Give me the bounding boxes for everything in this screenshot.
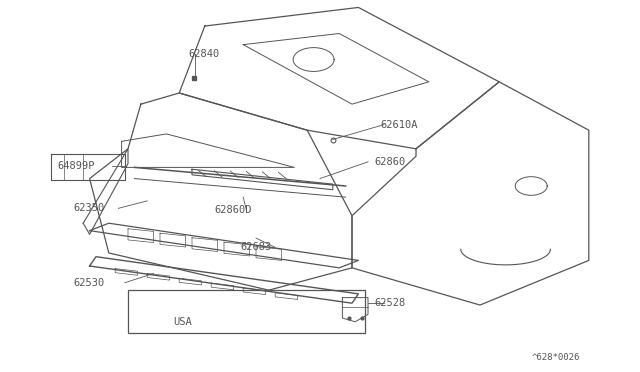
Text: 62683: 62683 — [240, 243, 271, 252]
Text: 62610A: 62610A — [381, 120, 419, 129]
Text: 62350: 62350 — [74, 203, 105, 213]
Text: 62860D: 62860D — [214, 205, 252, 215]
Text: ^628*0026: ^628*0026 — [531, 353, 580, 362]
Text: USA: USA — [173, 317, 191, 327]
Text: 62860: 62860 — [374, 157, 406, 167]
Text: 62840: 62840 — [189, 49, 220, 59]
Text: 62528: 62528 — [374, 298, 406, 308]
Text: 64899P: 64899P — [58, 161, 95, 170]
Text: 62530: 62530 — [74, 278, 105, 288]
